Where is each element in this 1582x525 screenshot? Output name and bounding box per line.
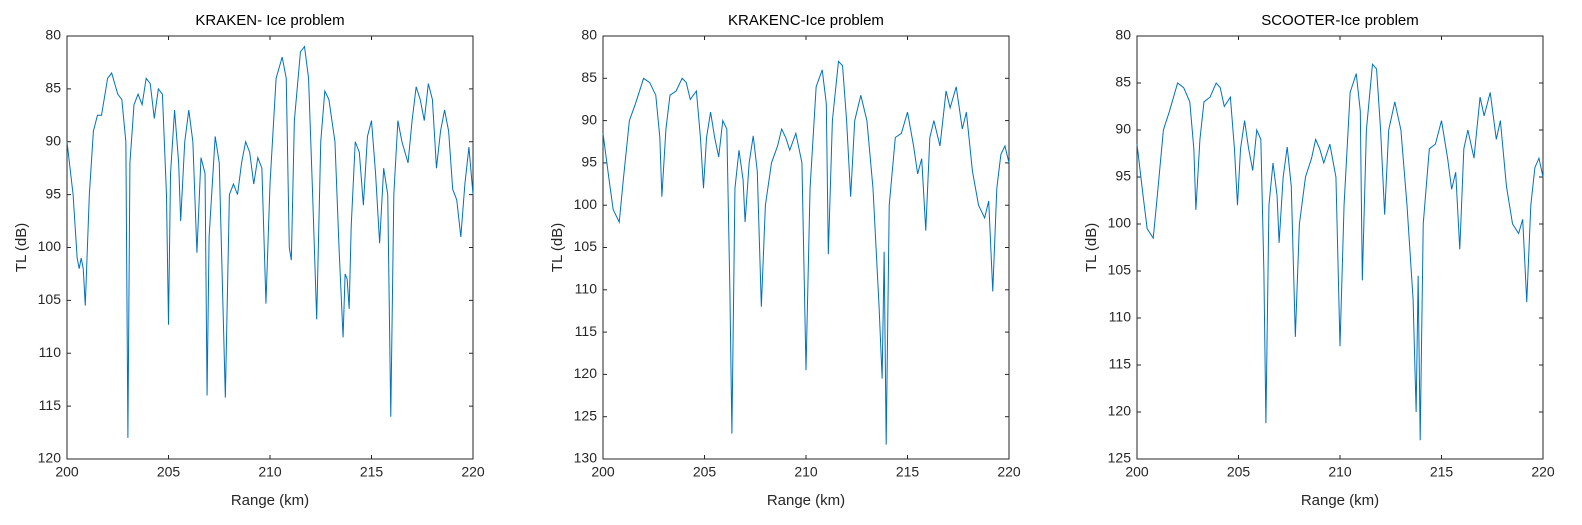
x-tick-label: 200 [591, 464, 615, 480]
data-line [66, 45, 474, 438]
x-tick-label: 215 [1430, 464, 1454, 480]
y-tick-label: 125 [574, 407, 598, 423]
x-axis-title: Range (km) [1301, 492, 1379, 509]
y-tick-label: 80 [1115, 27, 1131, 43]
y-tick-label: 100 [38, 238, 62, 254]
x-tick-label: 220 [1531, 464, 1555, 480]
x-tick-label: 205 [1227, 464, 1251, 480]
y-tick-label: 115 [39, 397, 62, 413]
y-axis-title: TL (dB) [549, 223, 566, 272]
y-tick-label: 115 [1109, 356, 1132, 372]
chart-title: SCOOTER-Ice problem [1261, 12, 1419, 29]
chart-title: KRAKENC-Ice problem [728, 12, 884, 29]
plot-area [66, 35, 474, 460]
x-tick-label: 205 [157, 464, 181, 480]
y-tick-label: 110 [39, 344, 62, 360]
y-tick-label: 85 [581, 69, 597, 85]
y-tick-label: 120 [574, 365, 598, 381]
x-tick-label: 210 [794, 464, 818, 480]
chart: 200 205 210 215 220 80 85 90 95 100 105 110 115 120 KR… [13, 12, 485, 509]
x-tick-label: 220 [461, 464, 485, 480]
x-tick-label: 210 [258, 464, 282, 480]
y-tick-label: 95 [1115, 168, 1131, 184]
y-tick-label: 115 [575, 323, 598, 339]
x-tick-label: 200 [1125, 464, 1149, 480]
y-tick-label: 85 [1115, 74, 1131, 90]
chart: 200 205 210 215 220 80 85 90 95 100 105 110 115 120 12… [549, 12, 1021, 509]
chart: 200 205 210 215 220 80 85 90 95 100 105 110 115 120 12… [1083, 12, 1555, 509]
data-line [1136, 62, 1544, 441]
y-tick-label: 80 [45, 27, 61, 43]
chart-title: KRAKEN- Ice problem [195, 12, 344, 29]
y-tick-label: 90 [45, 132, 61, 148]
y-axis-title: TL (dB) [13, 223, 30, 272]
plot-area [1136, 35, 1544, 460]
data-line [602, 60, 1010, 445]
y-tick-label: 95 [45, 185, 61, 201]
y-tick-label: 100 [574, 196, 598, 212]
y-tick-label: 120 [1108, 403, 1132, 419]
y-tick-label: 105 [38, 291, 62, 307]
y-tick-label: 80 [581, 27, 597, 43]
y-tick-label: 85 [45, 80, 61, 96]
y-tick-label: 90 [1115, 121, 1131, 137]
x-tick-label: 205 [693, 464, 717, 480]
plot-area [602, 35, 1010, 460]
x-tick-label: 220 [997, 464, 1021, 480]
y-tick-label: 110 [1109, 309, 1132, 325]
y-tick-label: 105 [574, 238, 598, 254]
y-tick-label: 95 [581, 154, 597, 170]
x-tick-label: 215 [896, 464, 920, 480]
x-tick-label: 210 [1328, 464, 1352, 480]
x-tick-label: 200 [55, 464, 79, 480]
y-tick-label: 105 [1108, 262, 1132, 278]
y-tick-label: 130 [574, 450, 598, 466]
y-tick-label: 100 [1108, 215, 1132, 231]
x-tick-label: 215 [360, 464, 384, 480]
x-axis-title: Range (km) [767, 492, 845, 509]
y-tick-label: 90 [581, 111, 597, 127]
x-axis-title: Range (km) [231, 492, 309, 509]
y-axis-title: TL (dB) [1083, 223, 1100, 272]
y-tick-label: 120 [38, 450, 62, 466]
y-tick-label: 110 [575, 281, 598, 297]
y-tick-label: 125 [1108, 450, 1132, 466]
